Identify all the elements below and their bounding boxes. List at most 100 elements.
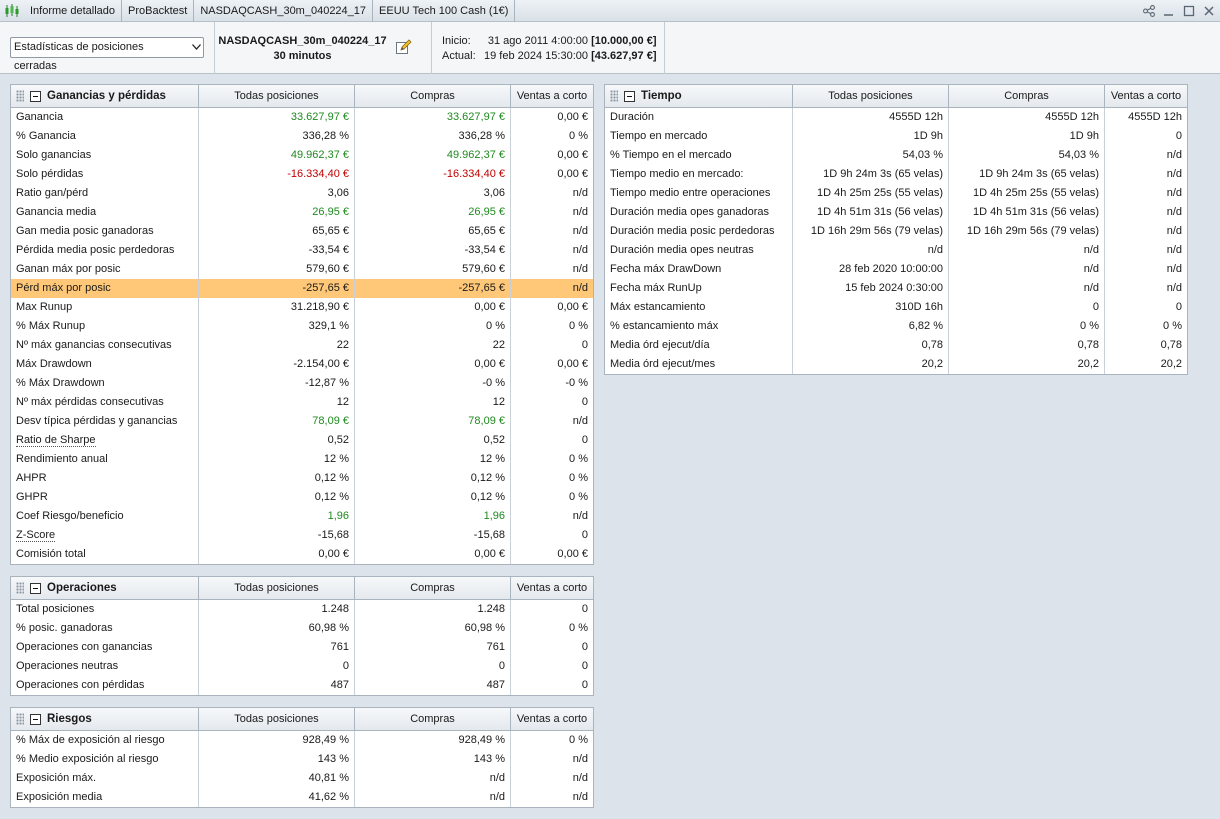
table-row[interactable]: % Medio exposición al riesgo 143 % 143 % n/… xyxy=(11,750,593,769)
table-row[interactable]: Media órd ejecut/mes 20,2 20,2 20,2 xyxy=(605,355,1187,374)
cell-ventas: n/d xyxy=(572,263,588,275)
table-row[interactable]: Nº máx pérdidas consecutivas 12 12 0 xyxy=(11,393,593,412)
table-row[interactable]: Ratio de Sharpe 0,52 0,52 0 xyxy=(11,431,593,450)
share-icon[interactable] xyxy=(1142,4,1156,18)
table-row[interactable]: Fecha máx DrawDown 28 feb 2020 10:00:00 n/… xyxy=(605,260,1187,279)
table-row[interactable]: Operaciones con pérdidas 487 487 0 xyxy=(11,676,593,695)
table-row[interactable]: Operaciones neutras 0 0 0 xyxy=(11,657,593,676)
table-row[interactable]: Z-Score -15,68 -15,68 0 xyxy=(11,526,593,545)
table-row[interactable]: Desv típica pérdidas y ganancias 78,09 €7… xyxy=(11,412,593,431)
table-row[interactable]: Duración media opes neutras n/d n/d n/d xyxy=(605,241,1187,260)
table-row[interactable]: Ganan máx por posic 579,60 €579,60 € n/d xyxy=(11,260,593,279)
tab-instrument[interactable]: EEUU Tech 100 Cash (1€) xyxy=(373,0,516,22)
cell-compras: -16.334,40 € xyxy=(355,165,511,184)
row-label: Solo pérdidas xyxy=(16,168,84,180)
row-label-cell: Exposición media xyxy=(11,788,199,807)
tab-probacktest[interactable]: ProBacktest xyxy=(122,0,195,22)
collapse-icon[interactable] xyxy=(30,582,41,594)
cell-todas: 40,81 % xyxy=(199,769,355,788)
table-row[interactable]: Total posiciones 1.248 1.248 0 xyxy=(11,600,593,619)
table-row[interactable]: Fecha máx RunUp 15 feb 2024 0:30:00 n/d n/d xyxy=(605,279,1187,298)
table-row[interactable]: Pérdida media posic perdedoras -33,54 € -3… xyxy=(11,241,593,260)
table-row[interactable]: Nº máx ganancias consecutivas 22 22 0 xyxy=(11,336,593,355)
current-label: Actual: xyxy=(442,50,476,62)
cell-ventas: 0 xyxy=(1175,130,1182,142)
table-row[interactable]: % Tiempo en el mercado 54,03 % 54,03 % n/d xyxy=(605,146,1187,165)
table-row[interactable]: Ganancia 33.627,97 €33.627,97 € 0,00 € xyxy=(11,108,593,127)
collapse-icon[interactable] xyxy=(624,90,635,102)
table-row[interactable]: Ratio gan/pérd 3,06 3,06 n/d xyxy=(11,184,593,203)
row-label-cell: Desv típica pérdidas y ganancias xyxy=(11,412,199,431)
table-row[interactable]: % Máx Drawdown -12,87 % -0 % -0 % xyxy=(11,374,593,393)
table-row[interactable]: Tiempo medio entre operaciones 1D 4h 25m … xyxy=(605,184,1187,203)
table-row[interactable]: AHPR 0,12 % 0,12 % 0 % xyxy=(11,469,593,488)
table-row[interactable]: Solo ganancias 49.962,37 €49.962,37 € 0,00… xyxy=(11,146,593,165)
table-row[interactable]: Coef Riesgo/beneficio 1,96 1,96 n/d xyxy=(11,507,593,526)
table-row[interactable]: Max Runup 31.218,90 €0,00 €0,00 € xyxy=(11,298,593,317)
table-row[interactable]: % estancamiento máx 6,82 % 0 % 0 % xyxy=(605,317,1187,336)
drag-handle-icon[interactable] xyxy=(16,713,24,725)
minimize-icon[interactable] xyxy=(1162,4,1176,18)
edit-pencil-icon[interactable] xyxy=(395,38,413,56)
table-row[interactable]: % Máx Runup 329,1 % 0 % 0 % xyxy=(11,317,593,336)
select-section: Estadísticas de posiciones cerradas xyxy=(0,22,215,74)
table-row[interactable]: % posic. ganadoras 60,98 % 60,98 % 0 % xyxy=(11,619,593,638)
cell-ventas: 0,00 € xyxy=(557,111,588,123)
chevron-down-icon xyxy=(189,38,203,57)
tab-informe-detallado[interactable]: Informe detallado xyxy=(24,0,122,22)
table-row[interactable]: Solo pérdidas -16.334,40 € -16.334,40 € 0,0… xyxy=(11,165,593,184)
table-row[interactable]: Duración media posic perdedoras 1D 16h 29… xyxy=(605,222,1187,241)
row-label: AHPR xyxy=(16,472,47,484)
row-label[interactable]: Z-Score xyxy=(16,529,56,542)
cell-compras: 54,03 % xyxy=(949,146,1105,165)
table-row[interactable]: Media órd ejecut/día 0,78 0,78 0,78 xyxy=(605,336,1187,355)
table-row[interactable]: Tiempo medio en mercado: 1D 9h 24m 3s (65… xyxy=(605,165,1187,184)
collapse-icon[interactable] xyxy=(30,713,41,725)
cell-compras: 487 xyxy=(355,676,511,695)
cell-ventas: 4555D 12h xyxy=(1128,111,1182,123)
close-icon[interactable] xyxy=(1202,4,1216,18)
cell-ventas: n/d xyxy=(1166,187,1182,199)
cell-compras: 0,12 % xyxy=(355,469,511,488)
row-label[interactable]: Ratio de Sharpe xyxy=(16,434,96,447)
drag-handle-icon[interactable] xyxy=(16,90,24,102)
row-label-cell: % Máx de exposición al riesgo xyxy=(11,731,199,750)
table-row[interactable]: Rendimiento anual 12 % 12 % 0 % xyxy=(11,450,593,469)
table-row[interactable]: % Máx de exposición al riesgo 928,49 % 928… xyxy=(11,731,593,750)
collapse-icon[interactable] xyxy=(30,90,41,102)
cell-todas: 0,00 € xyxy=(199,545,355,564)
table-row[interactable]: Duración media opes ganadoras 1D 4h 51m 3… xyxy=(605,203,1187,222)
cell-todas: 12 xyxy=(199,393,355,412)
cell-compras: 761 xyxy=(355,638,511,657)
row-label-cell: Gan media posic ganadoras xyxy=(11,222,199,241)
table-row[interactable]: Pérd máx por posic -257,65 € -257,65 € n/d xyxy=(11,279,593,298)
table-row[interactable]: Ganancia media 26,95 €26,95 € n/d xyxy=(11,203,593,222)
table-row[interactable]: Tiempo en mercado 1D 9h 1D 9h 0 xyxy=(605,127,1187,146)
cell-todas: 65,65 € xyxy=(199,222,355,241)
table-row[interactable]: Duración 4555D 12h 4555D 12h 4555D 12h xyxy=(605,108,1187,127)
table-row[interactable]: % Ganancia 336,28 % 336,28 % 0 % xyxy=(11,127,593,146)
row-label-cell: Fecha máx RunUp xyxy=(605,279,793,298)
panel-title: Tiempo xyxy=(641,89,682,102)
dates-section: Inicio: 31 ago 2011 4:00:00 [10.000,00 €]… xyxy=(432,22,665,74)
row-label-cell: Total posiciones xyxy=(11,600,199,619)
table-row[interactable]: Exposición máx. 40,81 % n/d n/d xyxy=(11,769,593,788)
table-row[interactable]: Máx estancamiento 310D 16h 0 0 xyxy=(605,298,1187,317)
maximize-icon[interactable] xyxy=(1182,4,1196,18)
column-header: Compras xyxy=(949,85,1105,107)
tab-system-name[interactable]: NASDAQCASH_30m_040224_17 xyxy=(194,0,374,22)
cell-todas: 579,60 € xyxy=(199,260,355,279)
statistics-type-select[interactable]: Estadísticas de posiciones cerradas xyxy=(10,37,204,72)
cell-compras: 60,98 % xyxy=(355,619,511,638)
row-label-cell: AHPR xyxy=(11,469,199,488)
row-label-cell: Operaciones con pérdidas xyxy=(11,676,199,695)
drag-handle-icon[interactable] xyxy=(16,582,24,594)
table-row[interactable]: Exposición media 41,62 % n/d n/d xyxy=(11,788,593,807)
drag-handle-icon[interactable] xyxy=(610,90,618,102)
table-row[interactable]: GHPR 0,12 % 0,12 % 0 % xyxy=(11,488,593,507)
table-row[interactable]: Comisión total 0,00 €0,00 €0,00 € xyxy=(11,545,593,564)
table-row[interactable]: Operaciones con ganancias 761 761 0 xyxy=(11,638,593,657)
row-label-cell: Media órd ejecut/día xyxy=(605,336,793,355)
table-row[interactable]: Máx Drawdown -2.154,00 €0,00 €0,00 € xyxy=(11,355,593,374)
table-row[interactable]: Gan media posic ganadoras 65,65 €65,65 € n… xyxy=(11,222,593,241)
